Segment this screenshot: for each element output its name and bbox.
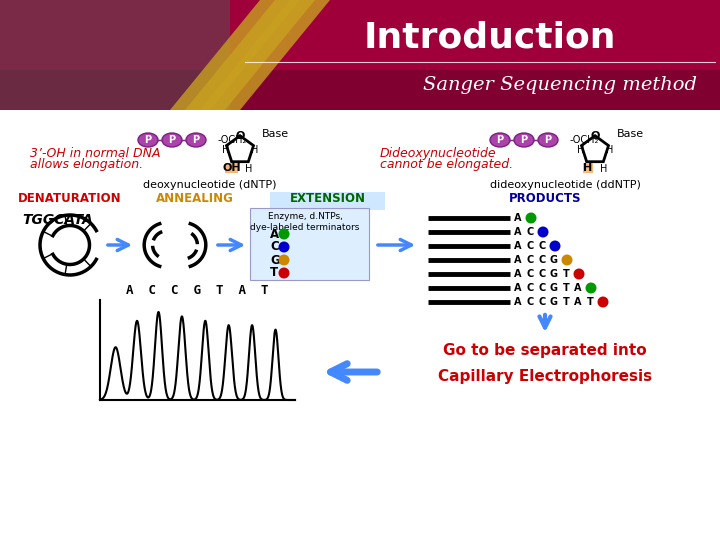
Polygon shape [200,0,330,110]
Text: H: H [577,145,585,155]
Text: Sanger Sequencing method: Sanger Sequencing method [423,76,697,94]
Text: TGGCATA: TGGCATA [22,213,93,227]
Text: Base: Base [262,130,289,139]
Text: C: C [526,255,534,265]
Text: -OCH₂: -OCH₂ [570,135,599,145]
Text: P: P [544,135,552,145]
Text: T: T [587,297,593,307]
Circle shape [279,228,289,240]
Text: PRODUCTS: PRODUCTS [509,192,581,205]
Text: A: A [270,227,279,240]
FancyBboxPatch shape [250,208,369,280]
Text: C: C [526,227,534,237]
Text: P: P [496,135,503,145]
Text: A: A [514,227,522,237]
Text: G: G [550,297,558,307]
Text: A: A [514,283,522,293]
Text: C: C [526,297,534,307]
Text: Enzyme, d.NTPs,
dye-labeled terminators: Enzyme, d.NTPs, dye-labeled terminators [251,212,360,232]
Circle shape [538,226,549,238]
Text: A: A [575,283,582,293]
Text: C: C [539,297,546,307]
Text: OH: OH [222,163,241,173]
Text: C: C [539,283,546,293]
Circle shape [574,268,585,280]
Text: cannot be elongated.: cannot be elongated. [380,158,513,171]
Text: deoxynucleotide (dNTP): deoxynucleotide (dNTP) [143,180,276,190]
Polygon shape [185,0,315,110]
FancyBboxPatch shape [225,163,238,173]
Text: T: T [562,297,570,307]
Text: H: H [251,145,258,155]
Text: H: H [222,145,230,155]
Text: Go to be separated into: Go to be separated into [444,342,647,357]
Text: C: C [539,269,546,279]
Text: H: H [606,145,613,155]
Text: A: A [575,297,582,307]
Text: A: A [514,269,522,279]
Text: A  C  C  G  T  A  T: A C C G T A T [126,284,269,296]
Text: EXTENSION: EXTENSION [290,192,366,205]
Text: P: P [192,135,199,145]
Bar [0,70,720,110]
Text: T: T [562,283,570,293]
Circle shape [279,267,289,279]
Circle shape [598,296,608,307]
Text: C: C [539,255,546,265]
Text: G: G [550,255,558,265]
Circle shape [549,240,560,252]
Text: G: G [270,253,280,267]
Circle shape [279,241,289,253]
Text: G: G [550,269,558,279]
Text: Capillary Electrophoresis: Capillary Electrophoresis [438,369,652,384]
Ellipse shape [490,133,510,147]
Text: T: T [562,269,570,279]
Text: Base: Base [617,130,644,139]
Bar [0,0,230,110]
Text: A: A [514,213,522,223]
Text: A: A [514,297,522,307]
Text: P: P [145,135,152,145]
Bar [0,0,720,110]
Text: H: H [583,163,593,173]
Text: dideoxynucleotide (ddNTP): dideoxynucleotide (ddNTP) [490,180,640,190]
Ellipse shape [138,133,158,147]
FancyBboxPatch shape [582,163,593,173]
Text: C: C [270,240,279,253]
Text: -OCH₂: -OCH₂ [218,135,248,145]
Text: P: P [168,135,176,145]
Text: Dideoxynucleotide: Dideoxynucleotide [380,147,497,160]
Text: DENATURATION: DENATURATION [18,192,122,205]
Text: ANNEALING: ANNEALING [156,192,234,205]
Ellipse shape [538,133,558,147]
Text: 3’-OH in normal DNA: 3’-OH in normal DNA [30,147,161,160]
Polygon shape [170,0,300,110]
Text: H: H [600,164,608,174]
Ellipse shape [514,133,534,147]
Text: G: G [550,283,558,293]
Circle shape [585,282,596,294]
Text: C: C [526,269,534,279]
Ellipse shape [186,133,206,147]
Text: Introduction: Introduction [364,20,616,54]
Circle shape [562,254,572,266]
Text: H: H [246,164,253,174]
Text: A: A [514,255,522,265]
Text: O: O [235,131,245,141]
Circle shape [279,254,289,266]
Bar [0,110,720,540]
Text: allows elongation.: allows elongation. [30,158,143,171]
Text: A: A [514,241,522,251]
Text: T: T [270,267,278,280]
Text: O: O [590,131,600,141]
Text: C: C [526,241,534,251]
Polygon shape [582,136,608,161]
Text: C: C [539,241,546,251]
FancyBboxPatch shape [270,192,385,210]
Text: C: C [526,283,534,293]
Polygon shape [227,136,253,161]
Text: P: P [521,135,528,145]
Circle shape [526,213,536,224]
Ellipse shape [162,133,182,147]
